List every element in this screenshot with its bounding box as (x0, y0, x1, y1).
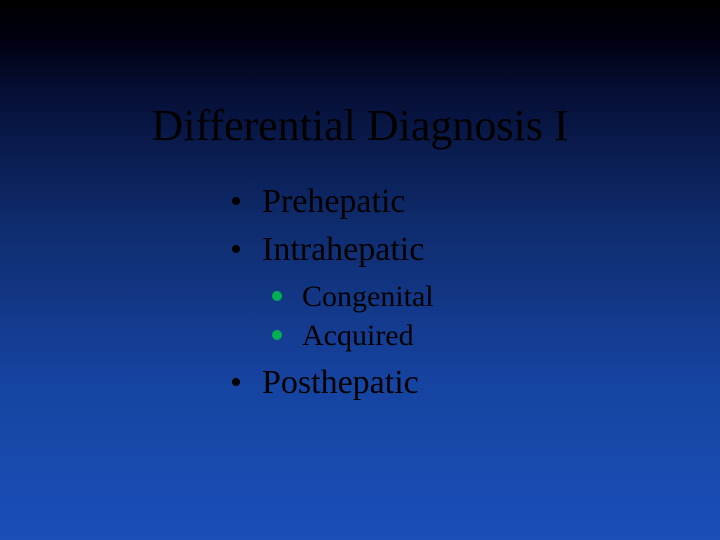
bullet-dot-icon: • (230, 228, 242, 272)
bullet-circle-icon (272, 291, 282, 301)
sub-bullets: Congenital Acquired (230, 277, 434, 355)
bullet-level1: • Intrahepatic (230, 228, 434, 272)
bullet-level1: • Prehepatic (230, 180, 434, 224)
slide: Differential Diagnosis I • Prehepatic • … (0, 0, 720, 540)
bullet-level1: • Posthepatic (230, 361, 434, 405)
bullet-text: Acquired (302, 319, 414, 352)
bullet-text: Prehepatic (262, 183, 406, 220)
bullet-text: Congenital (302, 280, 434, 313)
slide-title: Differential Diagnosis I (0, 100, 720, 151)
bullet-circle-icon (272, 330, 282, 340)
bullet-text: Intrahepatic (262, 231, 424, 268)
bullet-dot-icon: • (230, 180, 242, 224)
bullet-level2: Congenital (230, 277, 434, 316)
bullet-text: Posthepatic (262, 364, 419, 401)
slide-body: • Prehepatic • Intrahepatic Congenital A… (230, 180, 434, 409)
bullet-dot-icon: • (230, 361, 242, 405)
bullet-level2: Acquired (230, 316, 434, 355)
